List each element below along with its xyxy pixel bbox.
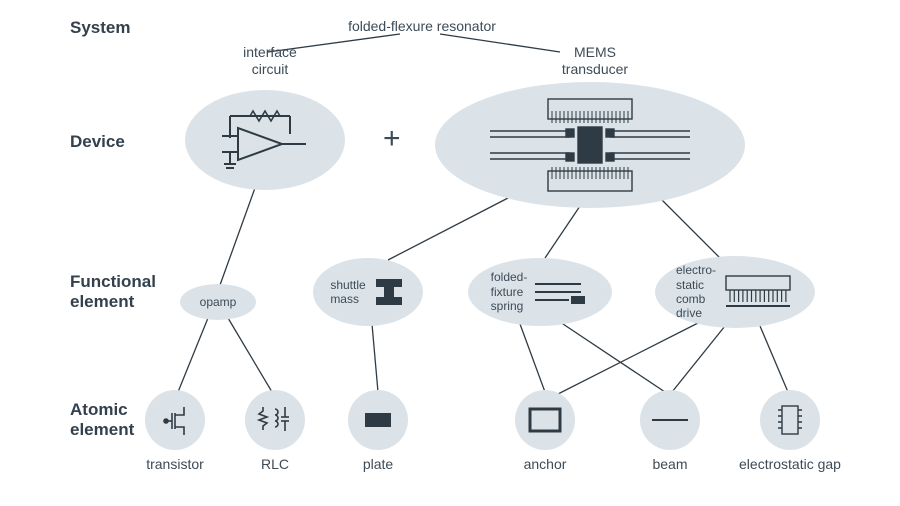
comb-label: electro- static comb drive <box>676 263 716 321</box>
system-right-label: MEMS transducer <box>545 44 645 78</box>
atomic-electrostatic-gap <box>760 390 820 450</box>
atomic-anchor <box>515 390 575 450</box>
atomic-anchor-label: anchor <box>490 456 600 473</box>
row-label-atomic: Atomic element <box>70 400 134 441</box>
functional-comb-drive: electro- static comb drive <box>655 256 815 328</box>
system-root-label: folded-flexure resonator <box>332 18 512 35</box>
atomic-rlc <box>245 390 305 450</box>
functional-shuttle-mass: shuttle mass <box>313 258 423 326</box>
atomic-plate-label: plate <box>323 456 433 473</box>
electrostatic-gap-icon <box>772 402 808 438</box>
row-label-system: System <box>70 18 130 38</box>
atomic-transistor-label: transistor <box>120 456 230 473</box>
anchor-icon <box>526 405 564 435</box>
opamp-label: opamp <box>200 295 237 309</box>
row-label-functional: Functional element <box>70 272 156 313</box>
shuttle-mass-icon <box>372 275 406 309</box>
device-mems-transducer: {"dummy":true} <box>435 82 745 208</box>
shuttle-label: shuttle mass <box>330 278 365 307</box>
device-interface-circuit <box>185 90 345 190</box>
atomic-transistor <box>145 390 205 450</box>
atomic-beam <box>640 390 700 450</box>
plus-symbol: + <box>383 122 401 156</box>
atomic-rlc-label: RLC <box>220 456 330 473</box>
spring-icon <box>533 278 589 306</box>
transistor-icon <box>158 403 192 437</box>
atomic-beam-label: beam <box>615 456 725 473</box>
mems-transducer-icon: {"dummy":true} <box>470 93 710 197</box>
atomic-egap-label: electrostatic gap <box>735 456 845 473</box>
row-label-device: Device <box>70 132 125 152</box>
functional-opamp: opamp <box>180 284 256 320</box>
spring-label: folded- fixture spring <box>491 270 528 313</box>
rlc-icon <box>255 403 295 437</box>
functional-folded-spring: folded- fixture spring <box>468 258 612 326</box>
system-left-label: interface circuit <box>230 44 310 78</box>
opamp-feedback-icon <box>210 104 320 176</box>
beam-icon <box>650 415 690 425</box>
atomic-plate <box>348 390 408 450</box>
plate-icon <box>361 409 395 431</box>
comb-drive-icon <box>722 272 794 312</box>
